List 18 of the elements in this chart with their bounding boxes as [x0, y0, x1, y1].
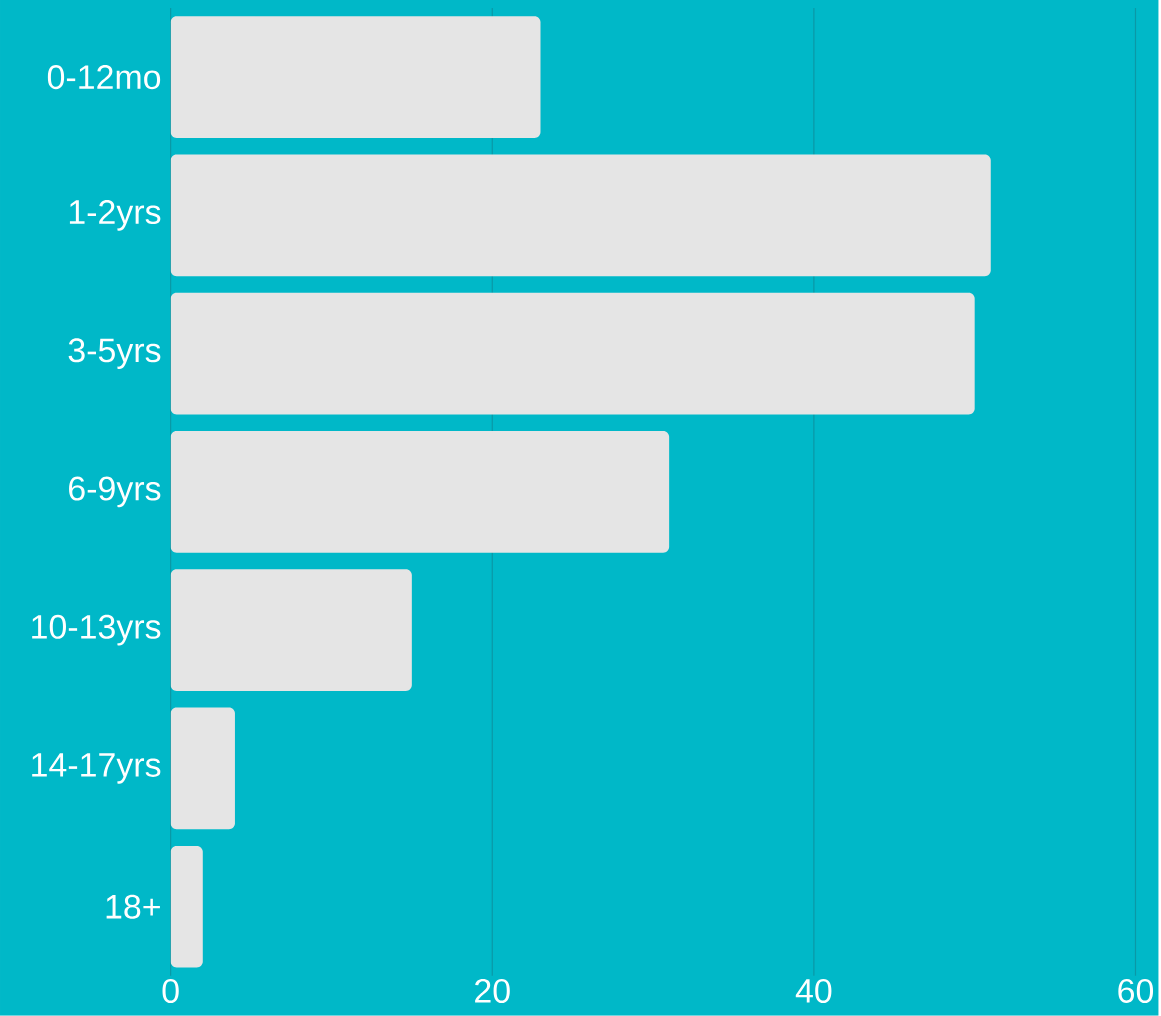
x-tick-label: 20	[475, 979, 510, 1004]
y-tick-label: 0-12mo	[47, 65, 161, 90]
x-tick-label: 0	[162, 979, 179, 1004]
bar	[170, 569, 412, 692]
y-tick-label: 10-13yrs	[32, 614, 161, 646]
bar	[170, 707, 235, 830]
bar	[170, 431, 670, 553]
bar	[170, 16, 541, 139]
y-tick-label: 6-9yrs	[69, 476, 161, 508]
y-tick-label: 3-5yrs	[68, 338, 161, 370]
y-tick-label: 1-2yrs	[69, 200, 161, 231]
x-tick-label: 40	[795, 979, 832, 1004]
x-tick-label: 60	[1118, 979, 1154, 1004]
bar	[170, 154, 991, 277]
y-tick-label: 14-17yrs	[32, 753, 161, 784]
bar	[170, 292, 975, 415]
y-tick-label: 18+	[106, 894, 160, 919]
bar	[170, 846, 203, 968]
